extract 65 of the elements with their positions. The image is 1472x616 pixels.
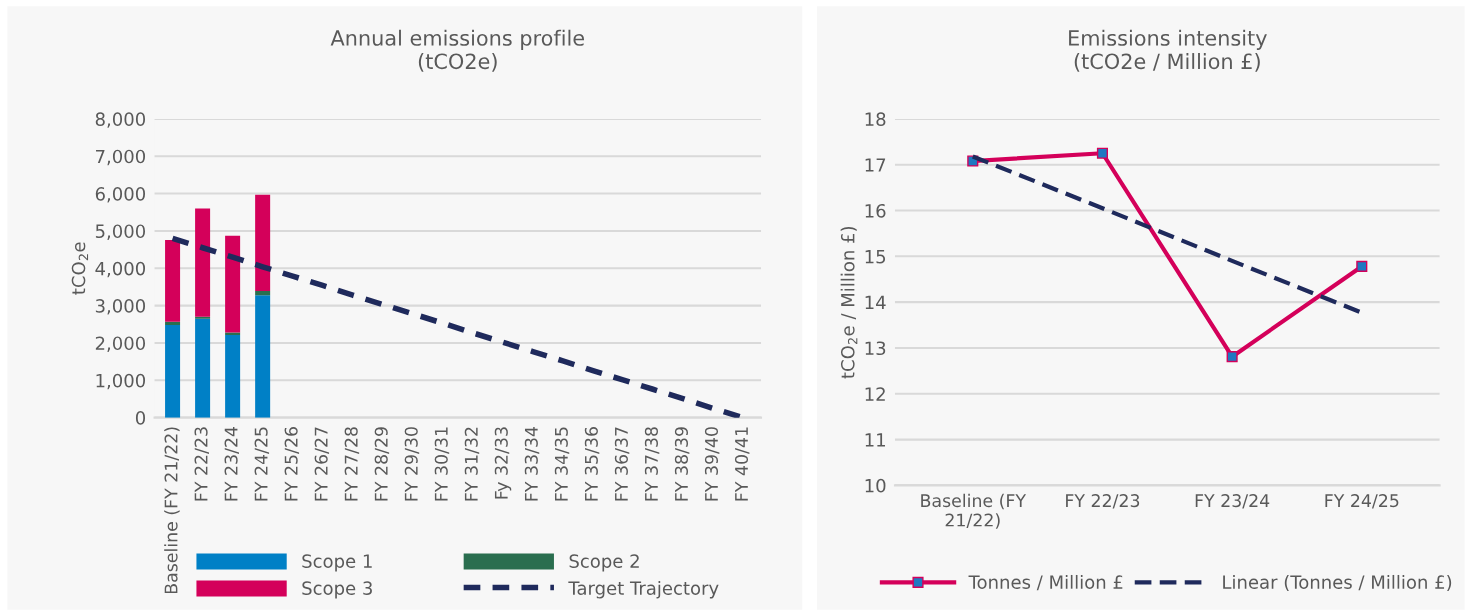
chart-title: Annual emissions profile (tCO2e) [330,29,585,72]
bar [255,295,271,418]
bar [165,239,181,322]
y-tick-label: 7,000 [96,149,146,166]
y-tick-label: 10 [865,478,886,493]
x-tick-label: FY 23/24 [224,426,240,501]
point [1226,351,1238,363]
y-tick-label: 18 [865,112,886,126]
x-tick-label: Baseline (FY 21/22) [164,427,180,594]
x-tick-label: FY 27/28 [344,427,360,501]
y-tick-label: 0 [135,411,146,425]
y-tick-label: 5,000 [95,224,146,240]
bar [225,335,241,418]
legend-label: Target Trajectory [568,580,719,599]
bar [255,291,271,296]
y-tick-label: 17 [865,158,886,172]
bar [225,235,241,333]
x-tick-label: FY 31/32 [464,427,480,501]
bar [195,208,211,317]
x-tick-label: FY 39/40 [704,427,720,501]
x-tick-label: FY 40/41 [734,427,750,501]
x-tick-label: FY 35/36 [584,427,600,501]
x-tick-label: FY 22/23 [194,427,209,501]
y-tick-label: 6,000 [95,187,146,203]
legend-label: Linear (Tonnes / Million £) [1223,574,1452,592]
point [1096,147,1109,159]
legend-label: Tonnes / Million £ [968,574,1123,591]
y-tick-label: 2,000 [95,336,146,352]
x-tick-label: Fy 32/33 [494,427,512,499]
x-tick-label: FY 37/38 [644,427,660,501]
y-tick-label: 8,000 [95,112,146,128]
x-tick-label: FY 28/29 [374,427,390,501]
bar [195,318,211,418]
x-tick-label: FY 30/31 [434,427,450,501]
legend-label: Scope 2 [569,554,639,572]
bar [165,325,181,418]
x-tick-label: Baseline (FY 21/22) [921,493,1027,529]
x-tick-label: FY 33/34 [524,426,540,501]
y-tick-label: 11 [865,433,885,447]
bar [255,194,271,292]
x-tick-label: FY 29/30 [404,427,420,501]
x-tick-label: FY 38/39 [674,427,690,501]
y-tick-label: 15 [865,250,886,264]
y-tick-label: 1,000 [96,373,146,390]
chart-title: Emissions intensity (tCO2e / Million £) [1069,29,1267,72]
x-tick-label: FY 22/23 [1066,494,1140,509]
y-tick-label: 12 [865,387,885,401]
y-tick-label: 13 [865,341,886,356]
x-tick-label: FY 24/25 [1325,494,1399,509]
bar [165,321,181,326]
legend-label: Scope 1 [302,554,372,572]
x-tick-label: FY 23/24 [1195,494,1270,509]
x-tick-label: FY 34/35 [554,427,570,501]
y-tick-label: 3,000 [95,299,146,315]
point [1356,260,1368,272]
x-tick-label: FY 25/26 [284,427,300,501]
x-tick-label: FY 26/27 [314,427,330,501]
y-axis-title: tCO$_{2}$e / Million £) [840,226,858,379]
y-axis-title: tCO$_{2}$e [71,242,89,295]
x-tick-label: FY 24/25 [254,427,270,501]
legend-label: Scope 3 [302,581,372,599]
y-tick-label: 14 [865,295,886,310]
x-tick-label: FY 36/37 [614,427,630,501]
y-tick-label: 16 [865,203,886,218]
y-tick-label: 4,000 [95,261,146,278]
